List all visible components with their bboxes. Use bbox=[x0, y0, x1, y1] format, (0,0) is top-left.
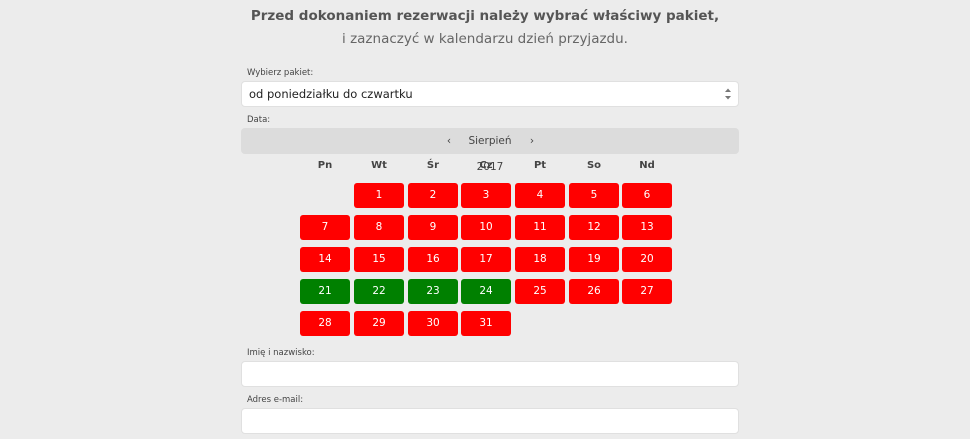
weekday-header: Śr bbox=[426, 160, 440, 171]
calendar-day[interactable]: 21 bbox=[300, 279, 350, 304]
calendar-day[interactable]: 20 bbox=[622, 247, 672, 272]
weekday-header: Wt bbox=[371, 160, 387, 171]
calendar-day[interactable]: 9 bbox=[408, 215, 458, 240]
calendar-day[interactable]: 5 bbox=[569, 183, 619, 208]
email-input[interactable] bbox=[241, 408, 739, 434]
weekday-header: Pt bbox=[533, 160, 547, 171]
weekday-header: Nd bbox=[639, 160, 655, 171]
package-select[interactable]: od poniedziałku do czwartku bbox=[241, 81, 739, 107]
calendar-day[interactable]: 29 bbox=[354, 311, 404, 336]
calendar-day[interactable]: 26 bbox=[569, 279, 619, 304]
calendar-day[interactable]: 4 bbox=[515, 183, 565, 208]
calendar-day[interactable]: 1 bbox=[354, 183, 404, 208]
calendar-day[interactable]: 17 bbox=[461, 247, 511, 272]
name-input[interactable] bbox=[241, 361, 739, 387]
intro-heading: Przed dokonaniem rezerwacji należy wybra… bbox=[250, 8, 720, 24]
calendar-day[interactable]: 28 bbox=[300, 311, 350, 336]
calendar-day[interactable]: 8 bbox=[354, 215, 404, 240]
date-label: Data: bbox=[247, 115, 271, 125]
calendar-day[interactable]: 3 bbox=[461, 183, 511, 208]
calendar-day[interactable]: 14 bbox=[300, 247, 350, 272]
calendar-day[interactable]: 19 bbox=[569, 247, 619, 272]
package-label: Wybierz pakiet: bbox=[247, 68, 314, 78]
calendar-day[interactable]: 22 bbox=[354, 279, 404, 304]
calendar-day[interactable]: 27 bbox=[622, 279, 672, 304]
calendar-day[interactable]: 15 bbox=[354, 247, 404, 272]
select-arrows-icon bbox=[725, 88, 731, 100]
calendar-day[interactable]: 16 bbox=[408, 247, 458, 272]
prev-month-button[interactable]: ‹ bbox=[446, 135, 452, 147]
weekday-header: Pn bbox=[317, 160, 333, 171]
calendar-day[interactable]: 23 bbox=[408, 279, 458, 304]
calendar-header: ‹ Sierpień 2017 › bbox=[241, 128, 739, 173]
calendar-day[interactable]: 7 bbox=[300, 215, 350, 240]
calendar-day[interactable]: 12 bbox=[569, 215, 619, 240]
calendar-day[interactable]: 11 bbox=[515, 215, 565, 240]
calendar-month-title: Sierpień 2017 bbox=[468, 135, 512, 173]
name-label: Imię i nazwisko: bbox=[247, 348, 315, 358]
calendar-day[interactable]: 30 bbox=[408, 311, 458, 336]
weekday-header: So bbox=[586, 160, 602, 171]
next-month-button[interactable]: › bbox=[529, 135, 535, 147]
calendar-day[interactable]: 13 bbox=[622, 215, 672, 240]
intro-subheading: i zaznaczyć w kalendarzu dzień przyjazdu… bbox=[342, 31, 628, 47]
calendar-day[interactable]: 10 bbox=[461, 215, 511, 240]
calendar-day[interactable]: 24 bbox=[461, 279, 511, 304]
calendar-day[interactable]: 18 bbox=[515, 247, 565, 272]
email-label: Adres e-mail: bbox=[247, 395, 304, 405]
calendar-day[interactable]: 6 bbox=[622, 183, 672, 208]
package-select-value: od poniedziałku do czwartku bbox=[249, 87, 413, 101]
calendar-day[interactable]: 2 bbox=[408, 183, 458, 208]
calendar-day[interactable]: 25 bbox=[515, 279, 565, 304]
calendar-day[interactable]: 31 bbox=[461, 311, 511, 336]
weekday-header: Cz bbox=[479, 160, 493, 171]
